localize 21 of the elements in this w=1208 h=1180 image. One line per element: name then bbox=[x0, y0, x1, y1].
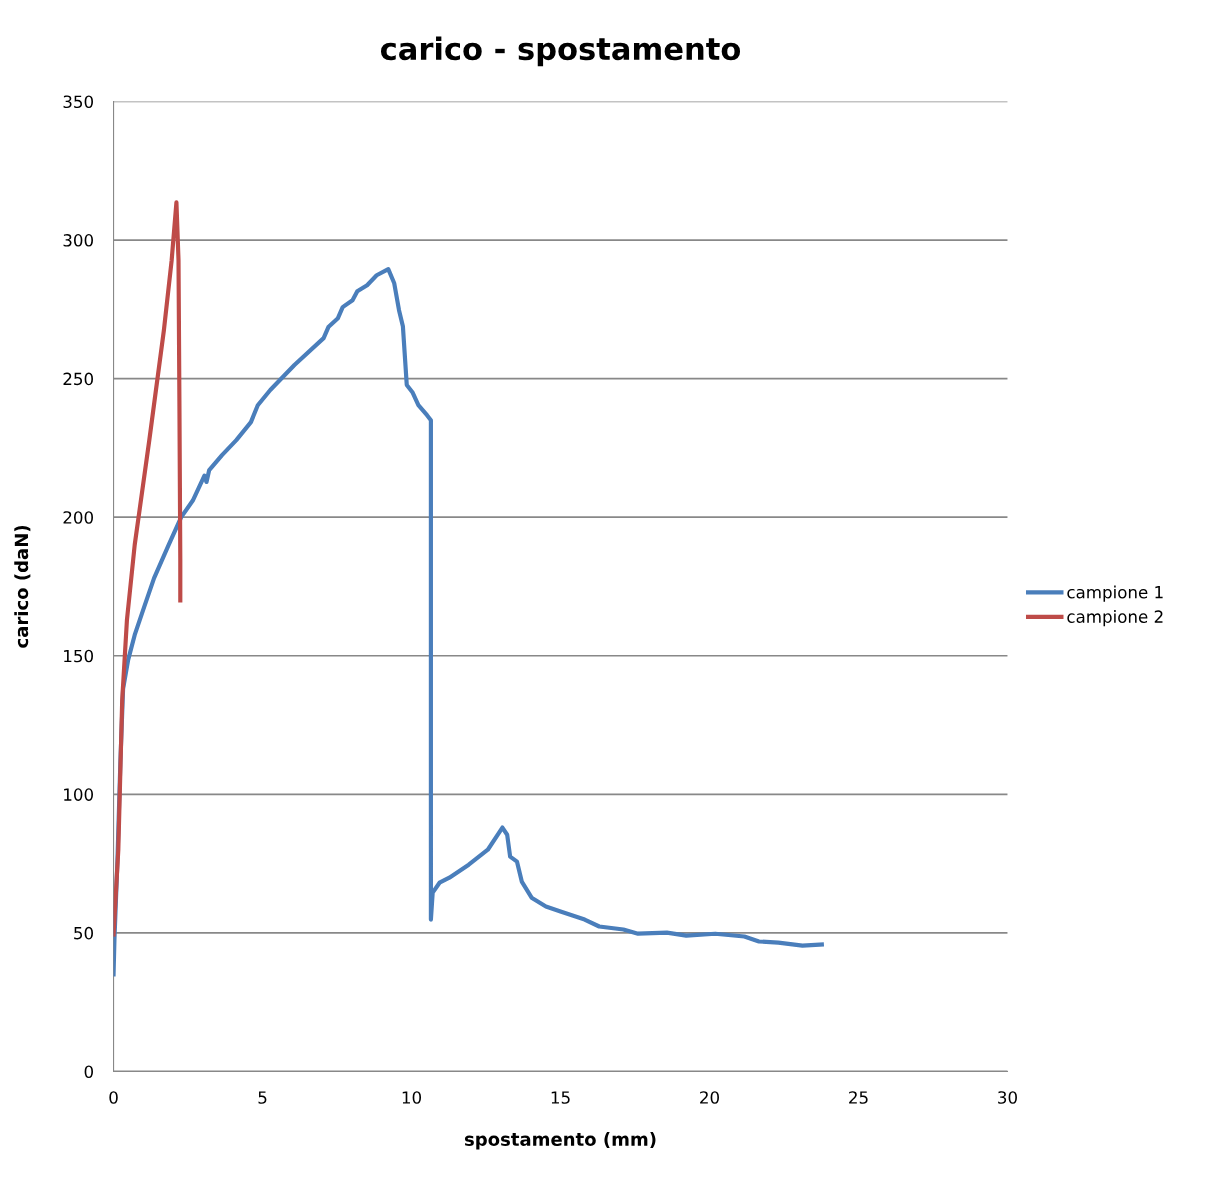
x-tick-label: 15 bbox=[551, 1091, 570, 1104]
y-tick-label: 250 bbox=[63, 372, 93, 386]
x-tick-label: 30 bbox=[998, 1091, 1017, 1104]
y-tick-label: 300 bbox=[63, 234, 93, 247]
y-tick-label: 350 bbox=[63, 95, 93, 109]
legend-label: campione 1 bbox=[1067, 585, 1163, 602]
y-tick-label: 50 bbox=[74, 926, 93, 940]
x-tick-label: 25 bbox=[849, 1091, 868, 1104]
chart-title: carico - spostamento bbox=[380, 36, 741, 67]
y-tick-label: 100 bbox=[64, 788, 93, 801]
y-tick-label: 150 bbox=[64, 649, 93, 663]
x-tick-label: 10 bbox=[402, 1091, 422, 1104]
line-series bbox=[113, 200, 183, 937]
legend-label: campione 2 bbox=[1067, 610, 1163, 627]
y-tick-label: 0 bbox=[84, 1065, 93, 1079]
x-tick-label: 0 bbox=[109, 1091, 118, 1104]
y-tick-label: 200 bbox=[63, 511, 93, 524]
x-tick-label: 20 bbox=[700, 1091, 719, 1104]
x-axis-title: spostamento (mm) bbox=[464, 1132, 656, 1150]
x-tick-label: 5 bbox=[258, 1091, 267, 1104]
y-axis-title: carico (daN) bbox=[14, 525, 31, 648]
